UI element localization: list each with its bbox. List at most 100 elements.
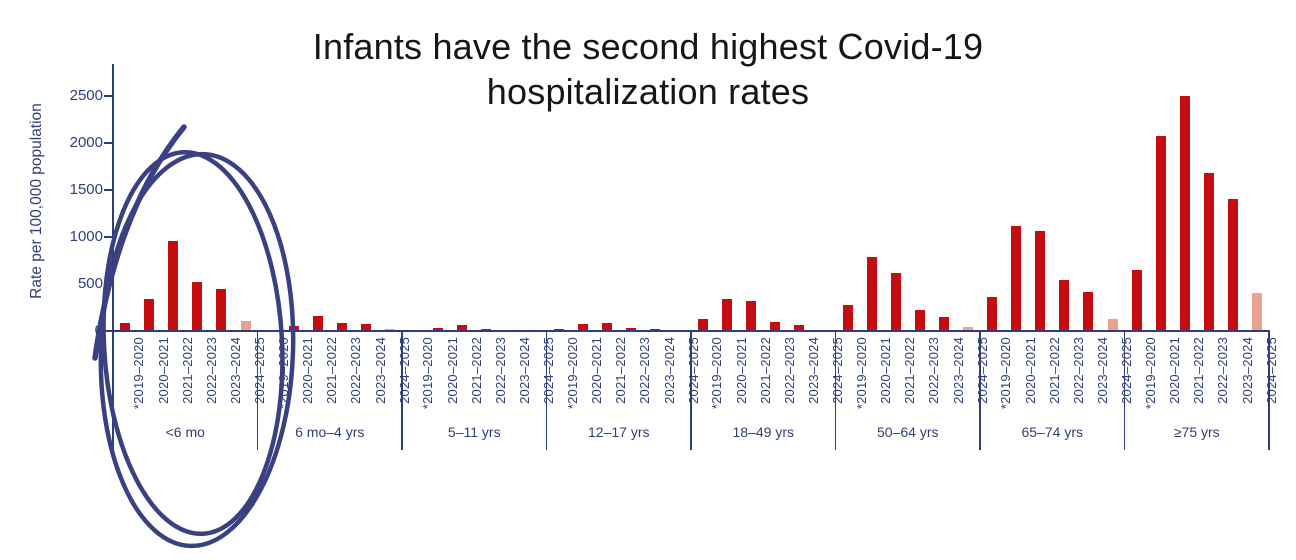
- plot-area: *2019–2020 2020–2021 2021–2022 2022–2023 202…: [113, 60, 1279, 460]
- season-label: 2023–2024: [227, 337, 243, 404]
- season-label: 2024–2025: [974, 337, 990, 404]
- season-label: 2023–2024: [1239, 337, 1255, 404]
- bar: [842, 305, 853, 332]
- group-divider: [690, 330, 692, 450]
- bar: [1107, 319, 1118, 332]
- season-label: 2021–2022: [468, 337, 484, 404]
- season-label: 2022–2023: [492, 337, 508, 404]
- season-label: 2024–2025: [685, 337, 701, 404]
- season-label: 2022–2023: [1215, 337, 1231, 404]
- group-divider: [1268, 330, 1270, 450]
- bar: [794, 325, 805, 331]
- chart-title-line2: hospitalization rates: [486, 71, 810, 112]
- season-label: 2022–2023: [1070, 337, 1086, 404]
- bar: [312, 316, 323, 331]
- age-group-label: 50–64 yrs: [877, 424, 939, 440]
- bar: [625, 328, 636, 331]
- bar: [1155, 136, 1166, 331]
- age-group-label: 12–17 yrs: [588, 424, 650, 440]
- group-divider: [834, 330, 836, 450]
- season-label: 2022–2023: [348, 337, 364, 404]
- season-label: 2021–2022: [902, 337, 918, 404]
- season-label: 2024–2025: [830, 337, 845, 404]
- age-group-label: 65–74 yrs: [1021, 424, 1083, 440]
- season-label: *2019–2020: [131, 337, 147, 410]
- season-label: 2021–2022: [179, 337, 195, 404]
- season-label: 2022–2023: [637, 337, 653, 404]
- bar: [144, 299, 155, 331]
- bar: [722, 299, 733, 331]
- bar: [577, 324, 588, 331]
- season-label: 2020–2021: [589, 337, 605, 404]
- bar: [481, 328, 492, 331]
- bar: [192, 281, 203, 332]
- y-axis-tick-label: 1500: [69, 181, 103, 198]
- season-label: *2019–2020: [709, 337, 725, 410]
- y-axis-tick-mark: [104, 236, 112, 238]
- season-label: 2021–2022: [1191, 337, 1207, 404]
- season-label: 2020–2021: [1167, 337, 1183, 404]
- age-group-label: <6 mo: [165, 424, 205, 440]
- season-label: 2020–2021: [733, 337, 749, 404]
- bar: [914, 310, 925, 331]
- y-axis-tick-label: 2500: [69, 87, 103, 104]
- season-label: *2019–2020: [998, 337, 1014, 410]
- y-axis-tick-mark: [104, 95, 112, 97]
- bar: [866, 256, 877, 331]
- y-axis-tick-mark: [104, 189, 112, 191]
- season-label: 2023–2024: [805, 337, 821, 404]
- bar: [1227, 199, 1238, 331]
- season-label: 2020–2021: [300, 337, 316, 404]
- bar: [746, 300, 757, 331]
- y-axis-tick-mark: [104, 142, 112, 144]
- y-axis-tick-label: 2000: [69, 134, 103, 151]
- season-label: 2024–2025: [1119, 337, 1134, 404]
- season-label: 2023–2024: [661, 337, 677, 404]
- bar: [360, 323, 371, 331]
- season-label: 2023–2024: [950, 337, 966, 404]
- y-axis-tick-mark: [104, 283, 112, 285]
- season-label: 2024–2025: [396, 337, 412, 404]
- bar: [1083, 291, 1094, 331]
- age-group-label: 6 mo–4 yrs: [295, 424, 365, 440]
- bar: [1059, 279, 1070, 331]
- x-axis-line: [112, 330, 1269, 332]
- group-divider: [979, 330, 981, 450]
- season-label: 2022–2023: [203, 337, 219, 404]
- group-divider: [545, 330, 547, 450]
- chart-title-line1: Infants have the second highest Covid-19: [312, 26, 984, 67]
- bar: [938, 316, 949, 331]
- season-label: 2023–2024: [516, 337, 532, 404]
- season-label: 2021–2022: [757, 337, 773, 404]
- bar: [770, 322, 781, 331]
- age-group-label: ≥75 yrs: [1173, 424, 1220, 440]
- bar: [1011, 225, 1022, 331]
- season-label: 2021–2022: [1046, 337, 1062, 404]
- bar: [216, 289, 227, 331]
- y-axis-tick-mark: [104, 330, 112, 332]
- bar: [987, 296, 997, 331]
- season-label: *2019–2020: [565, 337, 580, 410]
- season-label: 2020–2021: [878, 337, 894, 404]
- season-label: *2019–2020: [854, 337, 869, 410]
- age-group-label: 18–49 yrs: [732, 424, 794, 440]
- bar: [1035, 231, 1046, 331]
- bar: [433, 327, 444, 331]
- bar: [963, 327, 973, 331]
- season-label: 2022–2023: [781, 337, 797, 404]
- bar: [1131, 269, 1142, 331]
- bar: [336, 323, 347, 331]
- season-label: 2024–2025: [252, 337, 267, 404]
- season-label: 2023–2024: [372, 337, 388, 404]
- age-group-label: 5–11 yrs: [447, 424, 501, 440]
- bar: [601, 322, 612, 331]
- season-label: 2021–2022: [324, 337, 340, 404]
- season-label: *2019–2020: [276, 337, 291, 410]
- bar: [698, 319, 708, 332]
- season-label: *2019–2020: [420, 337, 436, 410]
- group-divider: [1123, 330, 1125, 450]
- bar: [1203, 173, 1214, 331]
- y-axis-tick-label: 500: [77, 275, 103, 292]
- season-label: 2020–2021: [444, 337, 460, 404]
- bar: [1179, 96, 1190, 331]
